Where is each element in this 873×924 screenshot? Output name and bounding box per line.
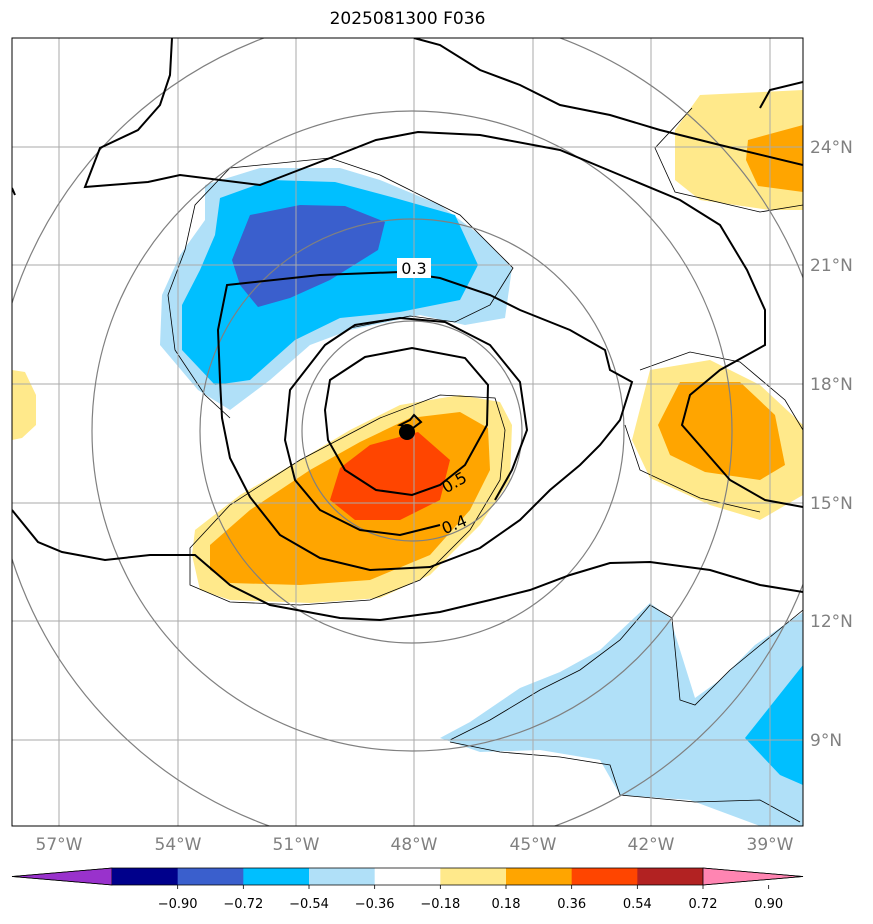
shade-positive-central-red xyxy=(330,432,450,520)
shaded-field xyxy=(12,90,803,826)
colorbar-tick-label: −0.90 xyxy=(158,897,198,912)
shade-positive-e-core xyxy=(658,382,785,480)
colorbar-segment xyxy=(637,868,704,885)
shade-negative-se xyxy=(440,603,803,826)
lon-label: 39°W xyxy=(747,835,794,855)
colorbar-segment xyxy=(571,868,638,885)
colorbar-segment xyxy=(440,868,507,885)
colorbar-tick-label: −0.72 xyxy=(223,897,263,912)
colorbar-segment xyxy=(112,868,179,885)
colorbar-outline xyxy=(11,867,804,886)
lat-label: 9°N xyxy=(810,731,842,751)
colorbar-tick-label: 0.72 xyxy=(689,897,718,912)
contour-lines xyxy=(12,38,803,622)
map-title: 2025081300 F036 xyxy=(329,9,486,29)
colorbar-segment xyxy=(243,868,310,885)
storm-center-marker xyxy=(399,424,415,440)
lat-label: 24°N xyxy=(810,138,853,158)
shade-negative-se-cyan xyxy=(745,665,803,785)
colorbar-tick-label: 0.36 xyxy=(557,897,586,912)
lat-label: 12°N xyxy=(810,612,853,632)
lat-axis: 24°N 21°N 18°N 15°N 12°N 9°N xyxy=(810,138,853,751)
shade-positive-w xyxy=(12,370,36,440)
lat-lon-grid xyxy=(12,38,803,826)
colorbar-segment xyxy=(309,868,376,885)
colorbar: −0.90 −0.72 −0.54 −0.36 −0.18 0.18 0.36 0.54 0.7… xyxy=(11,867,804,912)
lon-axis: 57°W 54°W 51°W 48°W 45°W 42°W 39°W xyxy=(36,835,794,855)
lon-label: 57°W xyxy=(36,835,83,855)
lat-label: 15°N xyxy=(810,494,853,514)
map-area: 0.3 0.5 0.4 xyxy=(12,38,803,826)
lon-label: 51°W xyxy=(273,835,320,855)
field-outlines xyxy=(167,107,803,823)
shade-negative-nw-blue xyxy=(232,205,385,307)
colorbar-tick-label: 0.18 xyxy=(492,897,521,912)
lon-label: 48°W xyxy=(391,835,438,855)
colorbar-tick-label: −0.18 xyxy=(420,897,460,912)
colorbar-extend-low xyxy=(11,867,113,886)
lat-label: 18°N xyxy=(810,375,853,395)
lon-label: 54°W xyxy=(155,835,202,855)
colorbar-segment xyxy=(177,868,244,885)
colorbar-tick-label: 0.54 xyxy=(623,897,652,912)
contour-label-0-3: 0.3 xyxy=(401,259,426,278)
colorbar-extend-high xyxy=(702,867,804,886)
lon-label: 42°W xyxy=(628,835,675,855)
colorbar-segment xyxy=(374,868,441,885)
colorbar-tick-label: 0.90 xyxy=(754,897,783,912)
colorbar-segment xyxy=(506,868,573,885)
lon-label: 45°W xyxy=(510,835,557,855)
map-frame xyxy=(11,37,804,827)
colorbar-tick-label: −0.36 xyxy=(355,897,395,912)
colorbar-tick-label: −0.54 xyxy=(289,897,329,912)
range-rings xyxy=(12,38,803,826)
lat-label: 21°N xyxy=(810,256,853,276)
